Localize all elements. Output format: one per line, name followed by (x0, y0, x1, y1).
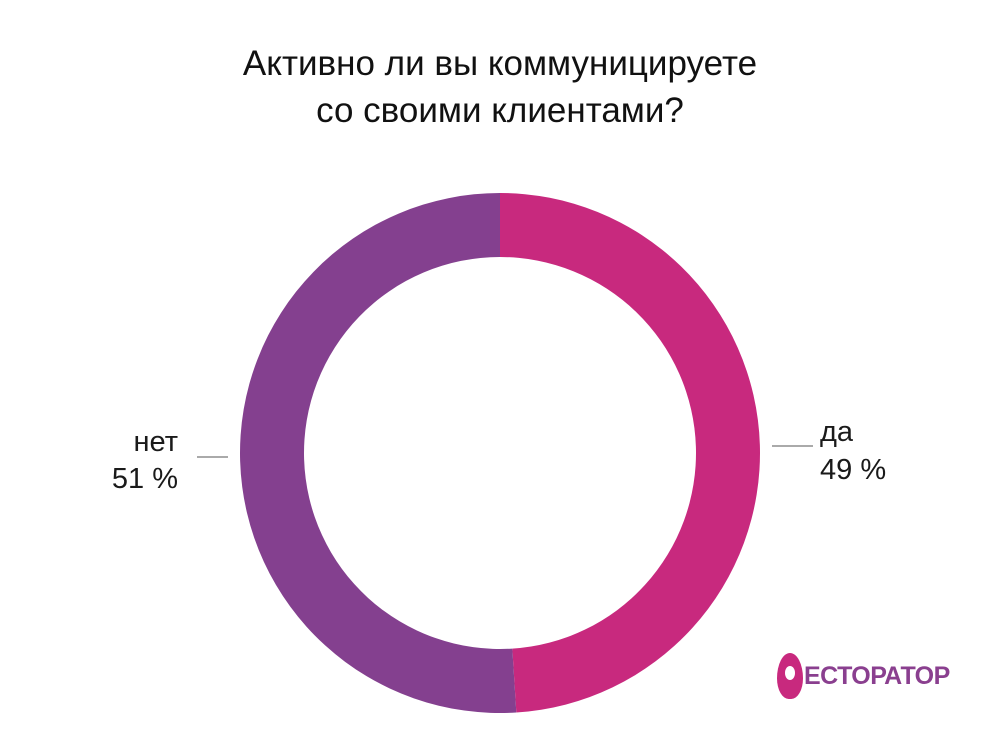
slice-label-name-нет: нет (134, 426, 178, 458)
logo-mark-icon (777, 653, 803, 699)
slice-label-value-да: 49 % (820, 454, 886, 486)
slice-нет (239, 193, 517, 713)
slice-label-value-нет: 51 % (112, 463, 178, 495)
slices-layer (239, 193, 760, 713)
labels-layer: да 49 % нет 51 % (112, 416, 886, 495)
chart-title: Активно ли вы коммуницируете со своими к… (0, 40, 1000, 134)
chart-title-line-1: Активно ли вы коммуницируете (242, 44, 758, 83)
restorator-logo: ЕСТОРАТОР (777, 651, 950, 701)
slice-да (500, 193, 760, 713)
logo-text: ЕСТОРАТОР (804, 661, 950, 690)
slice-label-name-да: да (820, 416, 854, 448)
chart-title-line-2: со своими клиентами? (316, 91, 684, 130)
